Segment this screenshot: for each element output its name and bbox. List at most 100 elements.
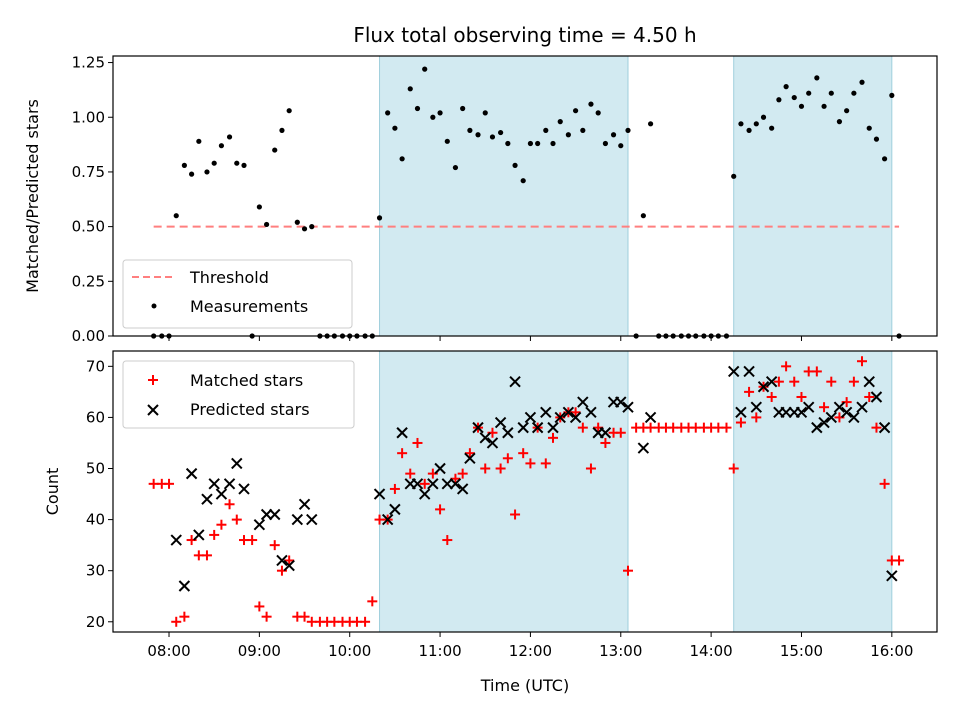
predicted-point-b (223, 478, 236, 490)
predicted-point-b (502, 427, 514, 439)
predicted-point-b (818, 416, 830, 429)
bottom-y-tick-label: 30 (86, 562, 105, 580)
bottom-y-ticks: 20 30 40 50 60 70 (86, 357, 113, 631)
measurement-point (256, 204, 262, 210)
legend-predicted-swatch (147, 404, 159, 416)
predicted-point (276, 554, 288, 567)
matched-point (811, 366, 822, 377)
matched-point (879, 478, 890, 489)
measurement-point (814, 75, 820, 81)
predicted-point (547, 421, 559, 434)
matched-point (848, 376, 859, 387)
predicted-point (208, 478, 220, 490)
matched-point (405, 468, 416, 479)
measurement-point (595, 110, 601, 116)
measurement-point (286, 108, 292, 114)
measurement-point (572, 108, 579, 114)
matched-point (548, 432, 559, 443)
measurement-point (452, 164, 459, 171)
matched-point (419, 478, 430, 489)
measurement-point (489, 134, 496, 140)
predicted-point (757, 381, 770, 393)
matched-point (735, 417, 746, 428)
matched-point (570, 407, 581, 418)
predicted-point-b (449, 478, 462, 490)
measurement-point (376, 215, 383, 221)
matched-point (464, 448, 475, 459)
predicted-stars-series (170, 365, 898, 592)
matched-point (796, 391, 807, 402)
measurement-point (173, 213, 179, 219)
predicted-point-b (411, 478, 424, 490)
measurement-point (859, 79, 865, 85)
predicted-point-b (298, 498, 311, 510)
predicted-point-b (743, 365, 755, 378)
measurement-point (196, 138, 202, 144)
x-tick-label: 08:00 (147, 642, 190, 660)
predicted-point-b (531, 421, 544, 434)
predicted-point (464, 452, 476, 464)
predicted-point (728, 365, 740, 378)
measurement-point (272, 147, 278, 153)
matched-point (751, 412, 762, 423)
measurement-point (535, 140, 541, 147)
x-tick-label: 16:00 (870, 642, 913, 660)
matched-point (495, 463, 506, 474)
bottom-y-tick-label: 20 (86, 613, 105, 631)
measurement-point (482, 110, 488, 116)
measurement-point (844, 108, 850, 114)
predicted-point (419, 488, 431, 500)
measurement-point (467, 127, 473, 133)
top-legend: Threshold Measurements (122, 259, 353, 329)
matched-point (435, 504, 446, 515)
matched-point (781, 361, 792, 372)
predicted-point-b (517, 421, 529, 434)
predicted-point-b (795, 406, 808, 419)
matched-point (826, 376, 837, 387)
predicted-point-b (486, 437, 499, 449)
predicted-point-b (419, 488, 431, 500)
measurement-point (776, 97, 782, 103)
predicted-point-b (396, 427, 408, 439)
predicted-point (644, 411, 657, 424)
matched-point (299, 611, 310, 622)
predicted-point-b (750, 401, 763, 413)
measurement-point (181, 162, 187, 168)
predicted-point (238, 483, 250, 495)
predicted-point-b (472, 421, 484, 434)
measurement-point (392, 125, 398, 131)
predicted-point-b (381, 513, 394, 526)
predicted-point-b (569, 411, 582, 424)
matched-point (457, 468, 468, 479)
measurement-point (279, 127, 285, 133)
top-y-tick-label: 1.25 (72, 54, 105, 72)
matched-point (412, 437, 423, 448)
matched-point (367, 596, 378, 607)
predicted-point-b (524, 411, 537, 424)
predicted-point (554, 411, 566, 424)
bottom-panel: 20 30 40 50 60 70 08:00 09:00 10:00 11:00 12:00 13… (43, 350, 938, 695)
legend-x-marker-b (147, 404, 159, 416)
predicted-point-b (509, 375, 521, 388)
predicted-point (269, 508, 281, 521)
predicted-point-b (185, 467, 198, 480)
matched-point (615, 427, 626, 438)
predicted-point (795, 406, 808, 419)
measurement-point (430, 114, 436, 120)
predicted-point-b (193, 529, 205, 541)
predicted-point (840, 406, 853, 419)
measurement-point (866, 125, 872, 131)
matched-point (442, 535, 453, 546)
matched-point (209, 529, 220, 540)
top-shaded-regions (379, 56, 893, 336)
legend-predicted-label: Predicted stars (190, 400, 310, 419)
chart-title: Flux total observing time = 4.50 h (353, 23, 696, 47)
measurement-point (588, 101, 594, 107)
predicted-point (253, 519, 266, 531)
predicted-point-b (599, 427, 612, 439)
predicted-point (562, 406, 575, 419)
shaded-region-0 (379, 351, 628, 632)
predicted-point (479, 432, 491, 444)
measurement-point (731, 173, 737, 179)
measurement-point (399, 156, 405, 162)
